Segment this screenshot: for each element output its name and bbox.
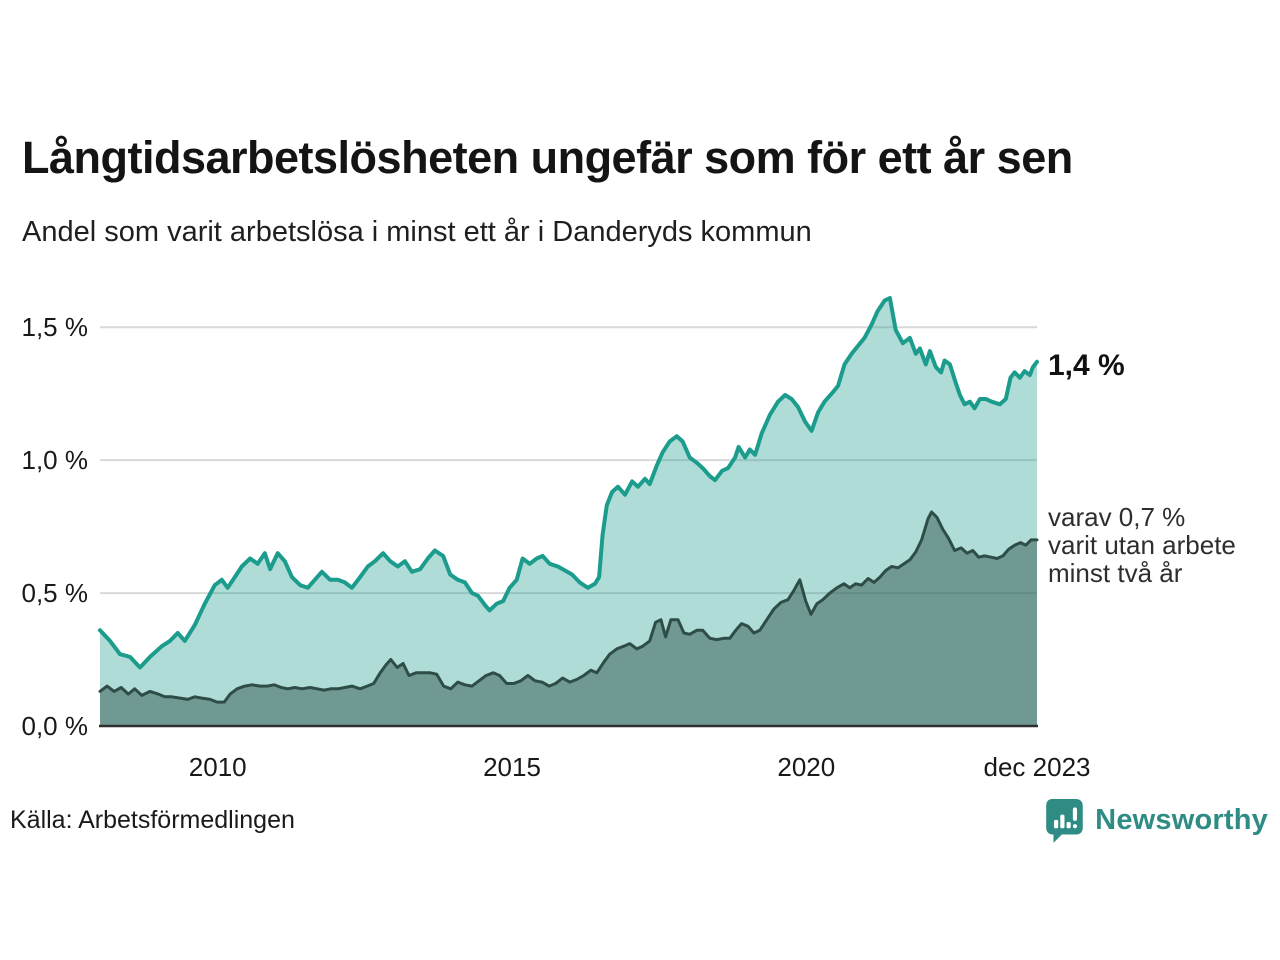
x-tick-2: 2020 [777, 752, 836, 782]
two_year-line [98, 510, 1039, 704]
y-tick-2: 1,0 % [21, 445, 89, 476]
x-tick-1: 2015 [483, 752, 541, 782]
logo-exclamation-bar [1073, 807, 1078, 821]
logo-exclamation-dot [1073, 824, 1078, 829]
end-label-two-year-line2: varit utan arbete [1048, 530, 1236, 560]
logo-bar-short [1054, 819, 1059, 829]
newsworthy-logo-icon [1046, 799, 1083, 843]
end-label-two-year-line1: varav 0,7 % [1048, 502, 1186, 532]
newsworthy-branding: Newsworthy [1045, 799, 1268, 845]
logo-bar-small [1066, 822, 1071, 829]
newsworthy-wordmark: Newsworthy [1095, 804, 1268, 836]
end-label-two-year: varav 0,7 % varit utan arbete minst två … [1048, 503, 1236, 587]
x-tick-0: 2010 [188, 752, 247, 782]
x-tick-3: dec 2023 [983, 752, 1091, 782]
two_year-area [100, 512, 1037, 726]
total-line [98, 296, 1039, 670]
page-subtitle: Andel som varit arbetslösa i minst ett å… [22, 216, 812, 248]
y-tick-3: 1,5 % [21, 312, 89, 343]
logo-bar-tall [1060, 814, 1065, 829]
y-tick-0: 0,0 % [21, 711, 89, 741]
total-area [100, 298, 1037, 726]
source-attribution: Källa: Arbetsförmedlingen [10, 806, 295, 834]
page-title: Långtidsarbetslösheten ungefär som för e… [22, 132, 1073, 183]
end-label-total: 1,4 % [1048, 349, 1125, 382]
end-label-two-year-line3: minst två år [1048, 558, 1183, 588]
y-tick-1: 0,5 % [21, 578, 89, 609]
